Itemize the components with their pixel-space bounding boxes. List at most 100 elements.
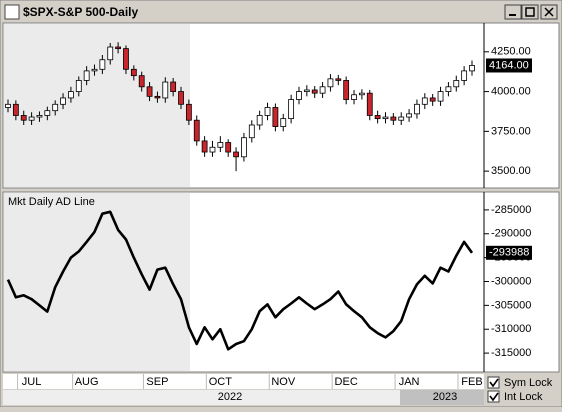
candle-body <box>351 94 357 100</box>
y-tick-label: -315000 <box>491 347 531 359</box>
minimize-button[interactable] <box>504 4 522 20</box>
candle-body <box>123 48 129 70</box>
candle-body <box>445 86 452 92</box>
candle-body <box>193 119 200 142</box>
candle-body <box>319 86 326 94</box>
candle-body <box>461 70 468 81</box>
window-buttons <box>504 4 558 20</box>
y-tick-label: -305000 <box>491 299 531 311</box>
month-label: DEC <box>335 376 358 388</box>
candle-body <box>52 103 59 112</box>
candle-body <box>233 151 239 158</box>
check-glyph <box>489 392 499 402</box>
last-value-box <box>486 245 532 260</box>
candle-body <box>162 81 169 99</box>
y-tick-label: -290000 <box>491 228 531 240</box>
y-tick-label: 3500.00 <box>491 165 531 177</box>
candle-body <box>264 107 271 116</box>
y-tick-label: -310000 <box>491 323 531 335</box>
candle-body <box>327 78 334 88</box>
int-lock-checkbox[interactable] <box>487 390 500 403</box>
y-tick-label: -285000 <box>491 204 531 216</box>
month-row <box>3 374 484 389</box>
month-label: SEP <box>146 376 168 388</box>
candle-body <box>414 103 420 115</box>
candle-body <box>75 80 82 92</box>
candle-body <box>296 91 302 100</box>
ad-shade <box>4 193 190 371</box>
month-label: AUG <box>75 376 99 388</box>
candle-body <box>225 142 232 153</box>
candle-body <box>44 110 51 116</box>
month-label: JAN <box>399 376 420 388</box>
candle-body <box>374 115 381 120</box>
last-price-box <box>486 58 532 73</box>
y-tick-label: 3750.00 <box>491 125 531 137</box>
window-icon <box>4 4 20 20</box>
candle-body <box>130 68 137 77</box>
sym-lock-checkbox[interactable] <box>487 376 500 389</box>
window-title: $SPX-S&P 500-Daily <box>23 5 138 19</box>
candle-body <box>398 116 405 121</box>
candle-body <box>366 92 373 116</box>
month-label: OCT <box>209 376 233 388</box>
ad-title: Mkt Daily AD Line <box>8 196 95 208</box>
y-tick-label: 4250.00 <box>491 46 531 58</box>
candle-body <box>138 75 145 88</box>
candle-body <box>272 107 279 127</box>
candle-body <box>256 115 263 126</box>
y-tick-label: -300000 <box>491 275 531 287</box>
check-glyph <box>489 378 499 388</box>
candle-body <box>437 91 444 102</box>
month-label: FEB <box>461 376 482 388</box>
candle-body <box>68 91 74 99</box>
year-row <box>3 390 484 405</box>
candle-body <box>303 89 310 92</box>
candle-body <box>5 103 11 108</box>
candle-body <box>146 86 153 97</box>
candle-body <box>217 142 224 148</box>
candle-body <box>358 92 365 96</box>
candle-body <box>343 80 350 100</box>
candle-body <box>390 116 397 121</box>
maximize-button[interactable] <box>521 4 539 20</box>
candle-body <box>311 89 318 94</box>
last-value-label: -293988 <box>489 247 529 259</box>
candle-body <box>201 140 208 153</box>
maximize-glyph <box>525 7 535 17</box>
candle-body <box>241 137 247 158</box>
int-lock-label[interactable]: Int Lock <box>504 391 543 403</box>
candle-body <box>83 70 90 81</box>
candle-body <box>421 97 428 105</box>
candle-body <box>469 65 475 72</box>
year-label: 2023 <box>433 391 457 403</box>
candle-body <box>20 115 27 121</box>
month-label: JUL <box>22 376 42 388</box>
candle-body <box>60 97 66 105</box>
candle-body <box>12 103 19 116</box>
year-label: 2022 <box>218 391 242 403</box>
candle-body <box>185 103 192 121</box>
candle-body <box>91 68 98 72</box>
month-label: NOV <box>271 376 296 388</box>
candle-body <box>288 99 295 120</box>
candle-body <box>107 46 114 61</box>
y-tick-label: 4000.00 <box>491 85 531 97</box>
candle-body <box>453 80 460 88</box>
title-bar <box>2 2 560 22</box>
year-box <box>400 390 484 405</box>
candle-body <box>154 95 161 99</box>
candle-body <box>36 115 43 118</box>
price-shade <box>4 24 190 187</box>
candle-body <box>335 78 342 81</box>
sym-lock-label[interactable]: Sym Lock <box>504 377 553 389</box>
candle-body <box>248 124 255 139</box>
candle-body <box>178 91 184 105</box>
candle-body <box>280 118 287 127</box>
candle-body <box>170 81 177 92</box>
candle-body <box>28 116 35 121</box>
last-price-label: 4164.00 <box>489 59 529 71</box>
candle-body <box>99 59 106 70</box>
close-glyph <box>544 7 554 17</box>
